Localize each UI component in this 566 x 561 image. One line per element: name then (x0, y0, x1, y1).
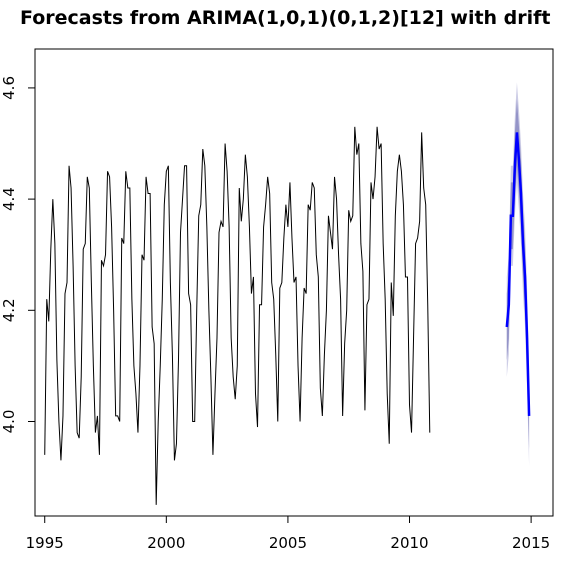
y-tick-label: 4.2 (0, 298, 18, 322)
y-tick-label: 4.0 (0, 410, 18, 434)
chart-title: Forecasts from ARIMA(1,0,1)(0,1,2)[12] w… (20, 7, 551, 29)
x-tick-label: 2000 (147, 534, 185, 552)
x-tick-label: 2010 (390, 534, 428, 552)
x-tick-label: 1995 (26, 534, 64, 552)
y-axis: 4.0 4.2 4.4 4.6 (0, 76, 36, 434)
x-tick-label: 2005 (269, 534, 307, 552)
y-tick-label: 4.4 (0, 187, 18, 211)
historical-series-layer (44, 126, 431, 505)
x-axis: 1995 2000 2005 2010 2015 (26, 515, 550, 552)
interval-80-layer (506, 99, 530, 450)
interval-95-band (506, 82, 530, 466)
forecast-series-layer (505, 132, 531, 416)
historical-series-line (44, 126, 431, 505)
y-tick-label: 4.6 (0, 76, 18, 100)
interval-80-band (506, 99, 530, 450)
forecast-series-line (505, 132, 531, 416)
interval-95-layer (506, 82, 530, 466)
x-tick-label: 2015 (512, 534, 550, 552)
